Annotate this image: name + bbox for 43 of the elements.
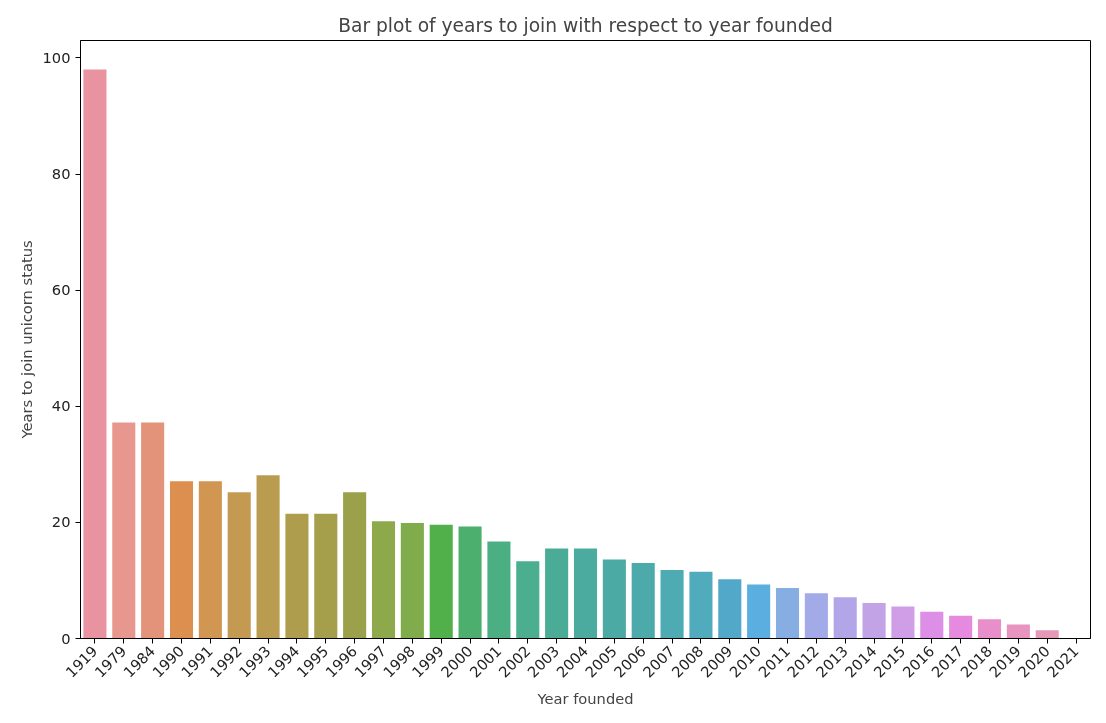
bar — [1006, 624, 1030, 639]
bar — [631, 563, 655, 639]
bar — [112, 422, 136, 639]
bar — [487, 541, 511, 639]
bar — [949, 615, 973, 639]
bar — [400, 522, 424, 639]
y-tick-label: 0 — [61, 629, 71, 647]
bar — [285, 513, 309, 639]
y-tick-label: 20 — [51, 513, 71, 531]
bar — [747, 584, 771, 639]
y-axis-title: Years to join unicorn status — [17, 240, 35, 440]
bar — [256, 475, 280, 639]
bar — [458, 526, 482, 639]
bar — [775, 587, 800, 639]
bar — [804, 593, 828, 639]
bar — [343, 492, 367, 639]
bar — [862, 603, 886, 639]
bar — [429, 524, 453, 639]
bar — [371, 521, 396, 639]
bar — [141, 422, 165, 639]
bar — [198, 481, 222, 639]
bar — [977, 619, 1002, 639]
y-tick-label: 100 — [42, 48, 71, 66]
bar — [718, 579, 742, 639]
y-tick-label: 40 — [51, 397, 71, 415]
y-tick-label: 60 — [51, 281, 71, 299]
bar — [545, 548, 569, 639]
bar — [516, 561, 540, 639]
bar — [833, 597, 857, 639]
y-tick-label: 80 — [51, 165, 71, 183]
x-axis-title: Year founded — [536, 689, 634, 707]
bar — [920, 611, 944, 639]
bar — [573, 548, 598, 639]
bar — [227, 492, 251, 639]
bar — [689, 571, 713, 639]
bar — [83, 69, 107, 639]
bar — [891, 606, 915, 639]
bar — [660, 569, 684, 639]
chart-title: Bar plot of years to join with respect to year founded — [338, 14, 833, 36]
bar — [169, 481, 194, 639]
bar — [1035, 630, 1059, 639]
bar — [602, 559, 626, 639]
bar — [314, 513, 338, 639]
